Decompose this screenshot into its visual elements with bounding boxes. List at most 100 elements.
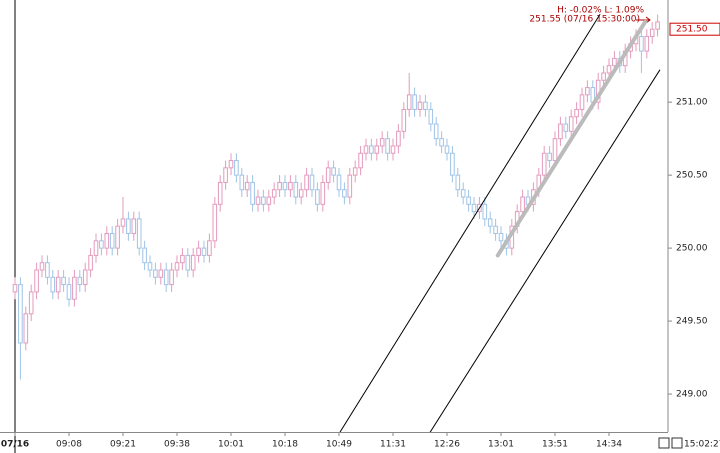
candle-body	[109, 233, 115, 249]
candle-body	[277, 181, 282, 191]
candle-body	[315, 189, 320, 205]
candle-body	[417, 101, 423, 110]
candle-body	[552, 138, 558, 162]
annotation-arrow	[636, 16, 651, 24]
candle-body	[153, 269, 158, 278]
candle-body	[612, 57, 617, 67]
candle-body	[450, 152, 455, 176]
candle-body	[271, 189, 277, 198]
trend-line	[339, 14, 601, 432]
candle-body	[644, 35, 650, 52]
candle-body	[174, 262, 180, 271]
candle-body	[406, 94, 412, 110]
candle-body	[228, 160, 234, 169]
candle-body	[23, 313, 29, 344]
candle-body	[99, 240, 104, 249]
candle-body	[352, 167, 358, 176]
candle-body	[298, 189, 304, 198]
candle-body	[201, 247, 207, 256]
last-price-label: 251.50	[676, 25, 708, 35]
y-tick-label: 249.50	[676, 317, 708, 327]
candle-body	[347, 174, 353, 198]
candle-body	[325, 167, 331, 183]
candle-body	[390, 145, 396, 154]
candle-body	[558, 123, 563, 140]
candle-body	[28, 291, 34, 315]
zoom-button[interactable]	[658, 437, 670, 449]
candle-body	[423, 101, 428, 110]
y-tick-label: 251.00	[676, 98, 708, 108]
candle-body	[563, 123, 569, 132]
candle-body	[12, 284, 18, 293]
range-annotation: H: -0.02% L: 1.09%	[557, 6, 644, 16]
candle-body	[309, 174, 315, 191]
x-tick-label: 13:51	[542, 440, 568, 450]
candle-body	[358, 152, 363, 169]
y-tick-label: 249.00	[676, 390, 708, 400]
x-tick-label: 09:21	[110, 440, 136, 450]
trend-line	[495, 19, 648, 258]
candle-body	[336, 174, 342, 191]
candle-body	[88, 254, 93, 271]
candle-body	[541, 152, 547, 176]
price-annotation: 251.55 (07/16 15:30:00)	[529, 15, 640, 25]
candle-body	[39, 262, 45, 271]
candle-body	[401, 108, 407, 132]
candle-body	[396, 130, 401, 147]
search-button[interactable]	[671, 437, 683, 449]
x-tick-label: 07/16	[1, 440, 29, 450]
plot-area	[12, 14, 661, 432]
candle-body	[244, 181, 250, 191]
candle-body	[455, 174, 461, 191]
y-tick-label: 250.50	[676, 171, 708, 181]
x-tick-label: 11:31	[380, 440, 406, 450]
candle-body	[115, 225, 120, 249]
candle-body	[655, 21, 660, 30]
candle-body	[428, 108, 434, 125]
candle-body	[190, 254, 196, 271]
candle-body	[217, 181, 223, 205]
candle-body	[93, 240, 99, 256]
x-tick-label: 10:01	[218, 440, 244, 450]
clock: 15:02:27	[684, 440, 720, 450]
candle-body	[320, 181, 326, 205]
x-tick-label: 09:38	[164, 440, 190, 450]
trend-line	[429, 69, 661, 432]
candle-body	[369, 145, 374, 154]
candle-body	[293, 181, 299, 198]
candle-body	[261, 196, 266, 205]
candle-body	[649, 28, 655, 37]
candle-body	[163, 269, 169, 286]
x-tick-label: 13:01	[488, 440, 514, 450]
candle-body	[568, 116, 574, 132]
candle-body	[239, 174, 245, 191]
candle-body	[374, 145, 380, 154]
candle-body	[304, 174, 309, 191]
candle-body	[585, 87, 590, 96]
candle-body	[34, 269, 39, 293]
candle-body	[363, 145, 369, 154]
x-tick-label: 12:26	[434, 440, 460, 450]
y-tick-label: 250.00	[676, 244, 708, 254]
candle-body	[55, 276, 61, 293]
candle-body	[196, 247, 201, 256]
candle-body	[471, 203, 477, 213]
candle-body	[169, 269, 174, 286]
x-tick-label: 10:49	[326, 440, 352, 450]
candle-body	[131, 218, 137, 235]
candle-body	[444, 145, 450, 154]
candle-body	[77, 276, 83, 286]
candle-body	[547, 152, 552, 162]
candle-body	[72, 276, 77, 300]
candle-body	[223, 167, 228, 183]
candle-body	[460, 189, 466, 198]
candle-body	[601, 72, 606, 81]
candle-body	[574, 108, 579, 118]
candle-body	[493, 225, 498, 235]
candle-body	[147, 262, 153, 271]
candle-body	[482, 203, 488, 220]
candle-body	[579, 94, 585, 110]
candle-body	[433, 123, 439, 140]
